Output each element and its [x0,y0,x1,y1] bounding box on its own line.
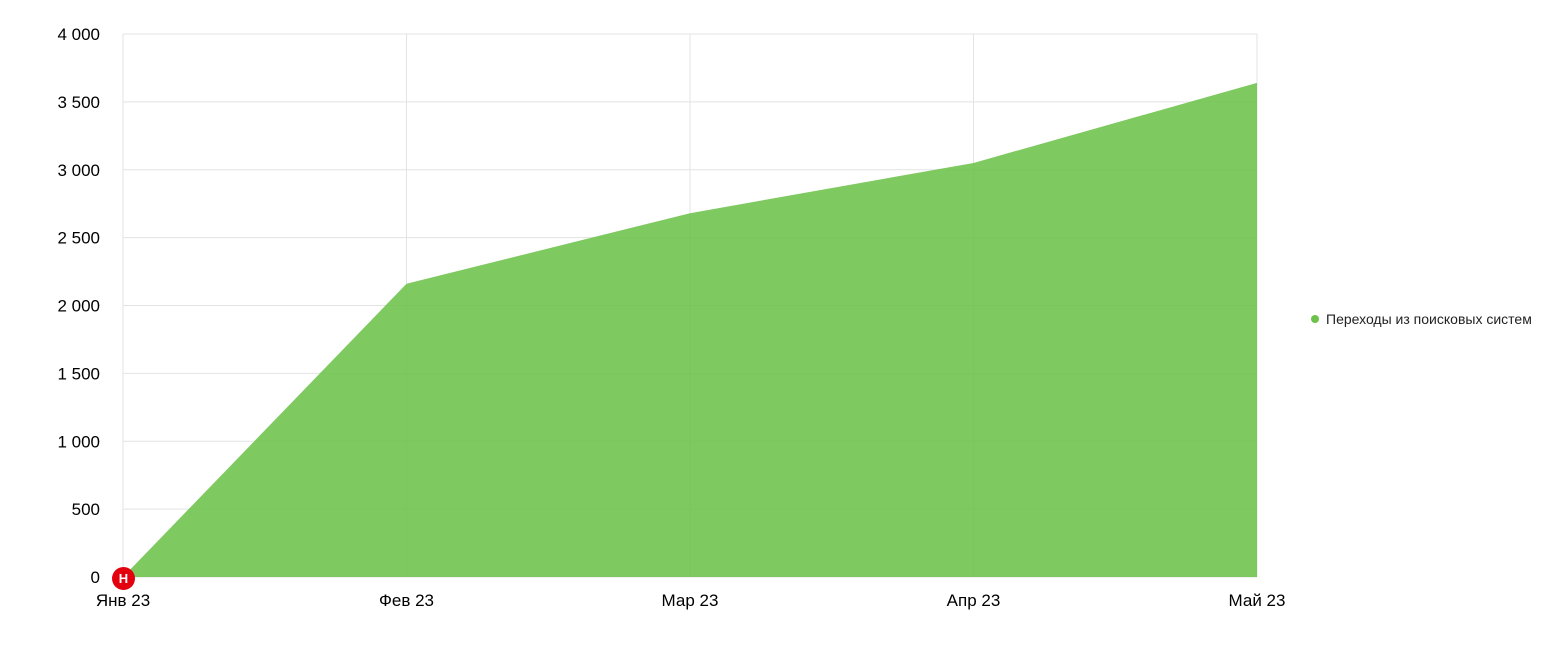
series-area-layer [123,81,1259,578]
y-tick-label: 1 500 [57,364,100,383]
y-tick-label: 1 000 [57,432,100,451]
y-tick-label: 500 [72,500,100,519]
y-axis: 0 500 1 000 1 500 2 000 2 500 3 000 3 500 4 000 [57,25,100,587]
legend[interactable]: Переходы из поисковых систем [1311,311,1532,327]
data-point[interactable] [972,161,975,164]
x-tick-label: Янв 23 [96,591,150,610]
y-tick-label: 0 [91,568,100,587]
y-tick-label: 4 000 [57,25,100,44]
y-tick-label: 2 000 [57,297,100,316]
data-point[interactable] [1256,81,1259,84]
legend-label: Переходы из поисковых систем [1326,311,1532,327]
annotation-marker[interactable]: Н [112,567,135,590]
legend-marker [1311,315,1319,323]
data-point[interactable] [689,212,692,215]
x-tick-label: Мар 23 [662,591,719,610]
x-tick-label: Апр 23 [947,591,1001,610]
y-tick-label: 2 500 [57,229,100,248]
x-axis: Янв 23 Фев 23 Мар 23 Апр 23 Май 23 [96,591,1286,610]
y-tick-label: 3 500 [57,93,100,112]
x-tick-label: Май 23 [1229,591,1286,610]
x-tick-label: Фев 23 [379,591,434,610]
series-area[interactable] [123,82,1257,578]
y-tick-label: 3 000 [57,161,100,180]
data-point[interactable] [405,282,408,285]
